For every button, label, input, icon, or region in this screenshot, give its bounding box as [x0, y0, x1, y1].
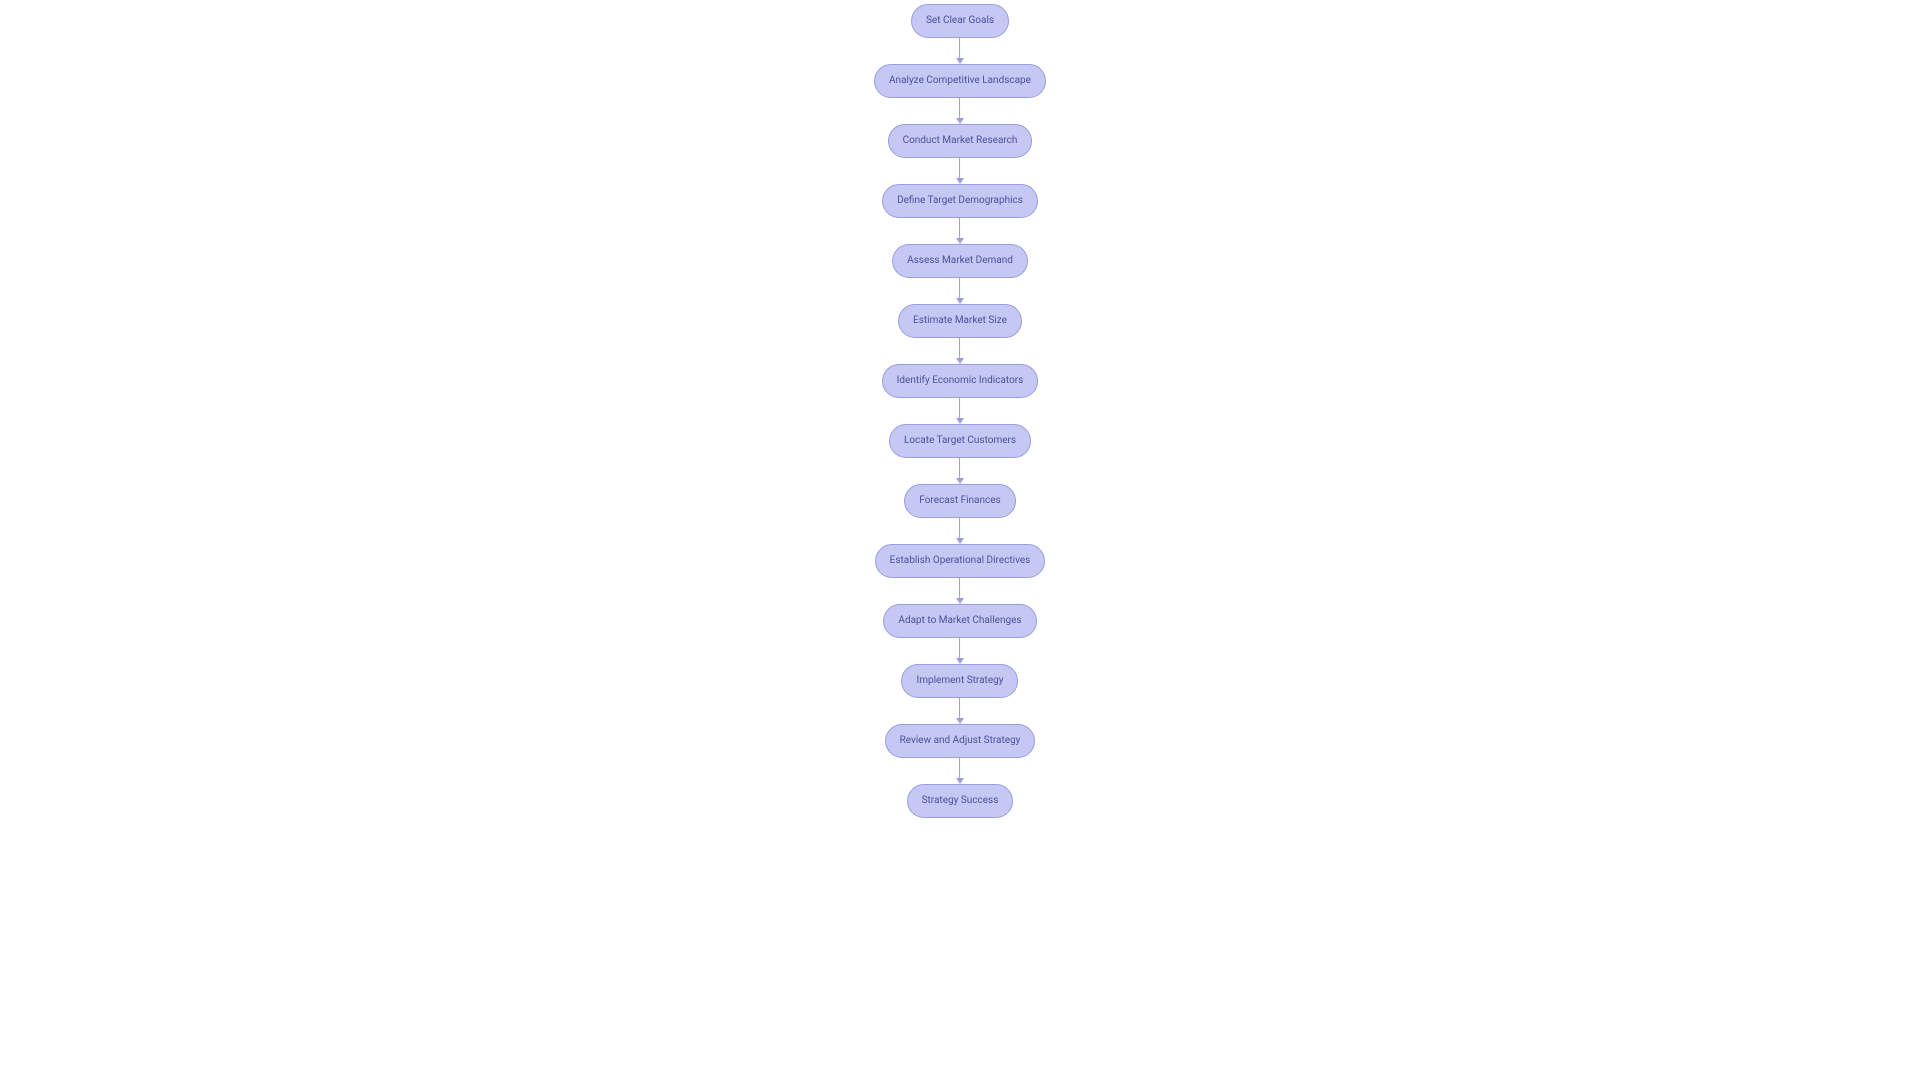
flowchart-connector: [956, 98, 964, 124]
flowchart-connector: [956, 698, 964, 724]
flowchart-connector: [956, 158, 964, 184]
connector-line: [960, 458, 961, 478]
connector-line: [960, 98, 961, 118]
connector-line: [960, 398, 961, 418]
connector-line: [960, 638, 961, 658]
flowchart-connector: [956, 278, 964, 304]
flowchart-connector: [956, 218, 964, 244]
flowchart-node: Strategy Success: [907, 784, 1014, 818]
flowchart-connector: [956, 398, 964, 424]
flowchart-node: Adapt to Market Challenges: [883, 604, 1036, 638]
flowchart-container: Set Clear Goals Analyze Competitive Lands…: [874, 4, 1046, 818]
flowchart-node: Establish Operational Directives: [875, 544, 1046, 578]
connector-line: [960, 578, 961, 598]
flowchart-connector: [956, 458, 964, 484]
flowchart-node: Forecast Finances: [904, 484, 1015, 518]
flowchart-node: Define Target Demographics: [882, 184, 1038, 218]
flowchart-node: Conduct Market Research: [888, 124, 1033, 158]
connector-line: [960, 38, 961, 58]
flowchart-connector: [956, 758, 964, 784]
flowchart-node: Set Clear Goals: [911, 4, 1009, 38]
flowchart-connector: [956, 518, 964, 544]
connector-line: [960, 158, 961, 178]
flowchart-node: Analyze Competitive Landscape: [874, 64, 1046, 98]
flowchart-connector: [956, 38, 964, 64]
flowchart-node: Review and Adjust Strategy: [885, 724, 1036, 758]
flowchart-connector: [956, 578, 964, 604]
connector-line: [960, 698, 961, 718]
flowchart-node: Locate Target Customers: [889, 424, 1031, 458]
flowchart-connector: [956, 638, 964, 664]
flowchart-node: Implement Strategy: [902, 664, 1019, 698]
connector-line: [960, 278, 961, 298]
flowchart-node: Estimate Market Size: [898, 304, 1022, 338]
connector-line: [960, 218, 961, 238]
flowchart-node: Assess Market Demand: [892, 244, 1028, 278]
connector-line: [960, 338, 961, 358]
connector-line: [960, 758, 961, 778]
connector-line: [960, 518, 961, 538]
flowchart-node: Identify Economic Indicators: [882, 364, 1039, 398]
flowchart-connector: [956, 338, 964, 364]
